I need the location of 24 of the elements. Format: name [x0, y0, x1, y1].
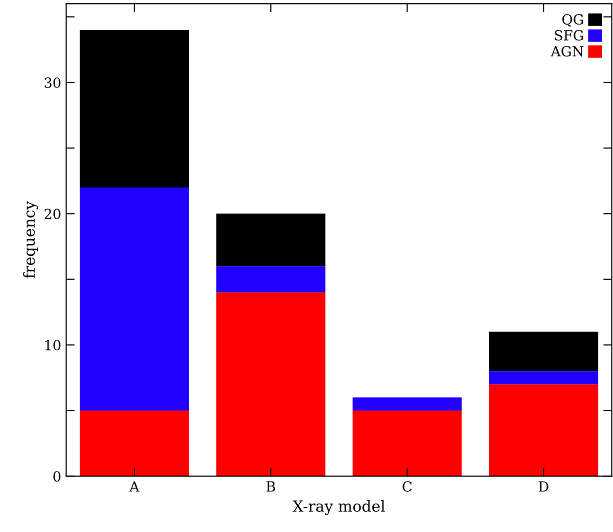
x-tick-label: D — [538, 481, 548, 492]
bar — [352, 410, 462, 476]
legend-label: QG — [562, 14, 583, 27]
y-tick-label: 0 — [53, 471, 60, 482]
x-tick-label: C — [402, 481, 412, 492]
bar — [489, 332, 598, 372]
bar — [489, 384, 598, 476]
y-tick-label: 20 — [44, 208, 60, 220]
x-axis-title: X-ray model — [292, 500, 385, 515]
x-tick-label: B — [266, 481, 276, 492]
bar — [489, 371, 598, 384]
y-tick-label: 10 — [45, 340, 60, 350]
y-axis-title: frequency — [23, 201, 38, 278]
legend-label: SFG — [554, 30, 583, 41]
bar — [80, 187, 189, 411]
bar — [216, 214, 326, 266]
bar — [80, 30, 189, 188]
bar — [80, 410, 189, 476]
legend-label: AGN — [550, 46, 584, 57]
x-tick-label: A — [129, 481, 140, 492]
bar — [216, 292, 326, 476]
y-tick-label: 30 — [44, 77, 60, 88]
bar — [352, 397, 462, 411]
bar — [216, 266, 326, 292]
